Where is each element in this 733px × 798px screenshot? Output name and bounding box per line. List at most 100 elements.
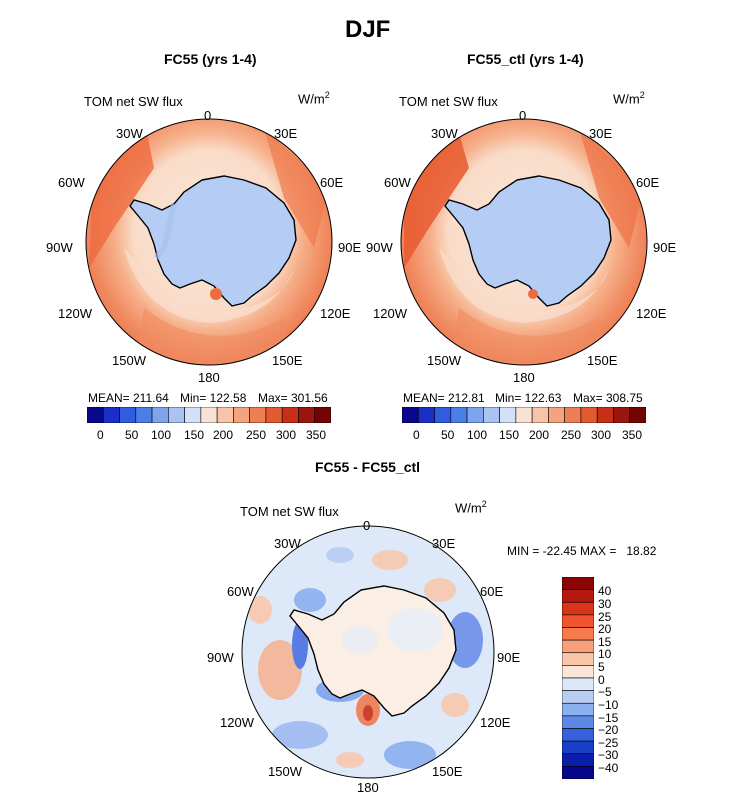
colorbar-swatch <box>562 690 594 704</box>
colorbar-swatch <box>562 577 594 590</box>
panel1-cb-tick-2: 100 <box>151 428 172 442</box>
colorbar-swatch <box>265 407 283 423</box>
panel1-lon-0: 0 <box>204 108 212 123</box>
panel3-lon-90e: 90E <box>497 650 521 665</box>
panel1-cb-tick-6: 300 <box>276 428 297 442</box>
colorbar-swatch <box>216 407 234 423</box>
panel2-cb-tick-1: 50 <box>441 428 455 442</box>
panel1-colorbar <box>87 407 331 423</box>
panel1-lon-90w: 90W <box>46 240 73 255</box>
colorbar-swatch <box>281 407 299 423</box>
panel1-mean: MEAN= 211.64 <box>88 391 169 405</box>
panel1-lon-60w: 60W <box>58 175 85 190</box>
colorbar-swatch <box>168 407 185 423</box>
panel3-lon-120w: 120W <box>220 715 254 730</box>
panel2-cb-tick-4: 200 <box>529 428 550 442</box>
panel1-lon-180: 180 <box>198 370 220 385</box>
panel1-cb-tick-3: 150 <box>184 428 205 442</box>
panel2-map <box>400 118 648 366</box>
panel2-lon-150w: 150W <box>427 353 461 368</box>
colorbar-swatch <box>580 407 598 423</box>
panel1-cb-tick-7: 350 <box>306 428 327 442</box>
panel3-cb-tick-11: −20 <box>598 723 619 737</box>
colorbar-swatch <box>434 407 452 423</box>
colorbar-swatch <box>402 407 419 423</box>
colorbar-swatch <box>450 407 468 423</box>
colorbar-swatch <box>562 715 594 729</box>
colorbar-swatch <box>562 652 594 666</box>
panel1-cb-tick-5: 250 <box>246 428 267 442</box>
colorbar-swatch <box>184 407 202 423</box>
panel3-title: FC55 - FC55_ctl <box>315 459 421 475</box>
panel2-lon-0: 0 <box>519 108 527 123</box>
panel2-lon-90w: 90W <box>366 240 393 255</box>
colorbar-swatch <box>562 766 594 779</box>
panel3-lon-180: 180 <box>357 780 379 795</box>
colorbar-swatch <box>135 407 153 423</box>
panel3-cb-tick-5: 10 <box>598 647 612 661</box>
panel2-cb-tick-0: 0 <box>413 428 420 442</box>
panel3-colorbar <box>562 577 594 779</box>
panel2-cb-tick-2: 100 <box>467 428 488 442</box>
colorbar-swatch <box>564 407 582 423</box>
colorbar-swatch <box>314 407 331 423</box>
colorbar-swatch <box>629 407 646 423</box>
panel1-max: Max= 301.56 <box>258 391 328 405</box>
colorbar-swatch <box>531 407 549 423</box>
colorbar-swatch <box>562 627 594 641</box>
panel2-lon-90e: 90E <box>653 240 677 255</box>
colorbar-swatch <box>562 677 594 691</box>
panel2-lon-120w: 120W <box>373 306 407 321</box>
panel3-cb-tick-9: −10 <box>598 698 619 712</box>
panel3-units: W/m2 <box>455 499 487 516</box>
colorbar-swatch <box>483 407 500 423</box>
colorbar-swatch <box>613 407 631 423</box>
colorbar-swatch <box>562 639 594 654</box>
panel3-lon-30w: 30W <box>274 536 301 551</box>
panel1-lon-150w: 150W <box>112 353 146 368</box>
colorbar-swatch <box>119 407 137 423</box>
colorbar-swatch <box>102 407 120 423</box>
panel3-cb-tick-3: 20 <box>598 622 612 636</box>
panel2-variable: TOM net SW flux <box>399 94 498 109</box>
panel3-lon-30e: 30E <box>432 536 456 551</box>
panel3-cb-tick-8: −5 <box>598 685 612 699</box>
colorbar-swatch <box>417 407 435 423</box>
panel3-map <box>241 525 495 779</box>
panel2-min: Min= 122.63 <box>495 391 562 405</box>
panel1-cb-tick-4: 200 <box>213 428 234 442</box>
panel2-cb-tick-6: 300 <box>591 428 612 442</box>
panel1-min: Min= 122.58 <box>180 391 247 405</box>
panel3-lon-90w: 90W <box>207 650 234 665</box>
colorbar-swatch <box>562 601 594 616</box>
panel1-map <box>85 118 333 366</box>
panel2-lon-60e: 60E <box>636 175 660 190</box>
panel3-cb-tick-0: 40 <box>598 584 612 598</box>
panel1-lon-60e: 60E <box>320 175 344 190</box>
panel3-stats: MIN = -22.45 MAX = 18.82 <box>507 544 657 558</box>
panel3-cb-tick-14: −40 <box>598 761 619 775</box>
colorbar-swatch <box>562 740 594 755</box>
main-title: DJF <box>345 16 391 43</box>
colorbar-swatch <box>548 407 565 423</box>
panel2-lon-30w: 30W <box>431 126 458 141</box>
colorbar-swatch <box>562 589 594 603</box>
panel1-lon-90e: 90E <box>338 240 362 255</box>
colorbar-swatch <box>466 407 484 423</box>
panel1-lon-30w: 30W <box>116 126 143 141</box>
panel2-cb-tick-5: 250 <box>561 428 582 442</box>
antarctica <box>444 175 612 307</box>
panel3-cb-tick-6: 5 <box>598 660 605 674</box>
panel1-cb-tick-1: 50 <box>125 428 139 442</box>
panel3-lon-150e: 150E <box>432 764 463 779</box>
panel1-lon-150e: 150E <box>272 353 303 368</box>
panel3-cb-tick-1: 30 <box>598 597 612 611</box>
panel3-lon-60e: 60E <box>480 584 504 599</box>
panel2-lon-150e: 150E <box>587 353 618 368</box>
colorbar-swatch <box>562 753 594 767</box>
colorbar-swatch <box>200 407 218 423</box>
panel3-cb-tick-12: −25 <box>598 736 619 750</box>
panel3-cb-tick-2: 25 <box>598 610 612 624</box>
panel2-cb-tick-3: 150 <box>499 428 520 442</box>
panel3-lon-60w: 60W <box>227 584 254 599</box>
